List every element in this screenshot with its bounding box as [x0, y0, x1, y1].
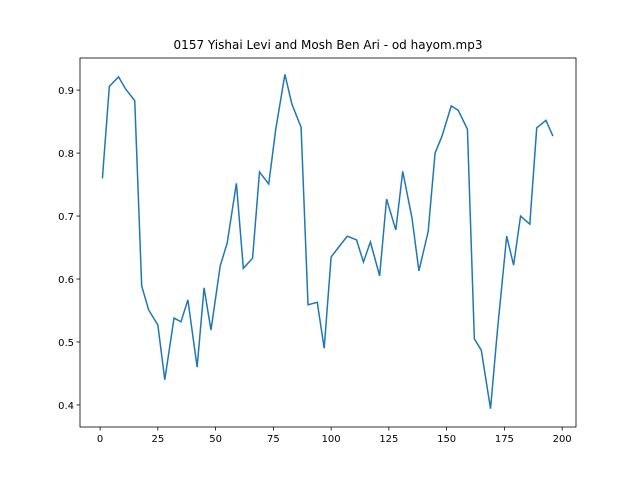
x-tick-label: 50 [209, 434, 222, 445]
y-tick-label: 0.6 [58, 275, 74, 286]
x-tick-label: 25 [151, 434, 164, 445]
x-tick-label: 0 [97, 434, 103, 445]
axes-frame [79, 57, 577, 428]
y-tick-label: 0.8 [58, 149, 74, 160]
chart-title: 0157 Yishai Levi and Mosh Ben Ari - od h… [174, 38, 483, 52]
x-tick-label: 75 [267, 434, 280, 445]
y-tick-label: 0.7 [58, 212, 74, 223]
y-tick-label: 0.9 [58, 86, 74, 97]
y-tick-label: 0.5 [58, 338, 74, 349]
x-tick-label: 100 [322, 434, 341, 445]
x-tick-label: 125 [379, 434, 398, 445]
x-tick-label: 200 [553, 434, 572, 445]
x-tick-label: 150 [437, 434, 456, 445]
line [101, 74, 554, 409]
y-tick-label: 0.4 [58, 401, 74, 412]
x-tick-label: 175 [495, 434, 514, 445]
